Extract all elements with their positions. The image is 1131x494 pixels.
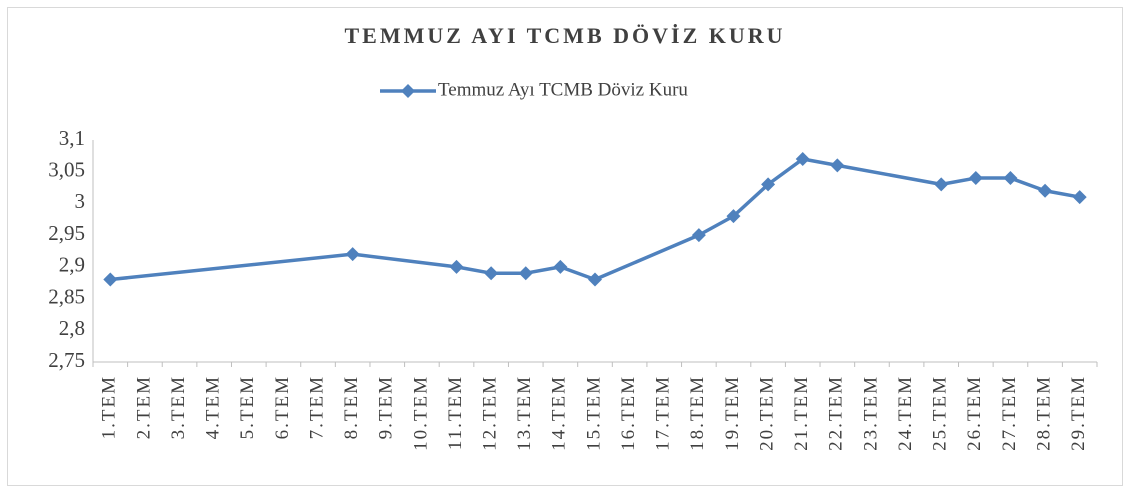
x-tick-label: 8.TEM [341, 375, 362, 439]
x-tick-label: 14.TEM [549, 375, 570, 451]
x-tick-label: 20.TEM [756, 375, 777, 451]
x-tick-label: 12.TEM [479, 375, 500, 451]
x-tick-label: 18.TEM [687, 375, 708, 451]
x-tick-label: 9.TEM [376, 375, 397, 439]
x-tick-label: 26.TEM [964, 375, 985, 451]
point-marker [345, 247, 360, 262]
y-tick-label: 3,05 [48, 158, 85, 182]
y-tick-label: 2,9 [59, 253, 85, 277]
point-marker [449, 259, 464, 274]
x-tick-label: 16.TEM [618, 375, 639, 451]
legend-marker [401, 84, 415, 98]
chart-border [7, 7, 1123, 486]
y-tick-label: 3 [75, 189, 86, 213]
point-marker [103, 272, 118, 287]
point-marker [484, 266, 499, 281]
x-tick-label: 2.TEM [133, 375, 154, 439]
point-marker [761, 177, 776, 192]
x-tick-label: 28.TEM [1033, 375, 1054, 451]
x-tick-label: 15.TEM [583, 375, 604, 451]
point-marker [968, 171, 983, 186]
y-tick-label: 3,1 [59, 126, 85, 150]
point-marker [795, 152, 810, 167]
point-marker [830, 158, 845, 173]
y-tick-label: 2,85 [48, 284, 85, 308]
x-tick-label: 19.TEM [722, 375, 743, 451]
x-tick-label: 10.TEM [410, 375, 431, 451]
x-tick-label: 29.TEM [1068, 375, 1089, 451]
x-tick-label: 24.TEM [895, 375, 916, 451]
y-tick-label: 2,8 [59, 316, 85, 340]
x-tick-label: 1.TEM [99, 375, 120, 439]
x-tick-label: 3.TEM [168, 375, 189, 439]
x-tick-label: 7.TEM [306, 375, 327, 439]
x-tick-label: 21.TEM [791, 375, 812, 451]
point-marker [553, 259, 568, 274]
x-tick-label: 27.TEM [999, 375, 1020, 451]
x-tick-label: 4.TEM [203, 375, 224, 439]
legend-label: Temmuz Ayı TCMB Döviz Kuru [438, 79, 688, 100]
x-tick-label: 23.TEM [860, 375, 881, 451]
y-tick-label: 2,75 [48, 348, 85, 372]
x-tick-label: 17.TEM [653, 375, 674, 451]
x-tick-label: 25.TEM [930, 375, 951, 451]
x-tick-label: 22.TEM [826, 375, 847, 451]
y-tick-label: 2,95 [48, 221, 85, 245]
point-marker [518, 266, 533, 281]
point-marker [934, 177, 949, 192]
chart-title: TEMMUZ AYI TCMB DÖVİZ KURU [344, 23, 785, 48]
point-marker [726, 209, 741, 224]
x-tick-label: 13.TEM [514, 375, 535, 451]
point-marker [1038, 183, 1053, 198]
point-marker [588, 272, 602, 287]
x-tick-label: 11.TEM [445, 375, 466, 450]
x-tick-label: 5.TEM [237, 375, 258, 439]
x-tick-label: 6.TEM [272, 375, 293, 439]
point-marker [1072, 190, 1087, 205]
point-marker [1003, 171, 1018, 186]
point-marker [691, 228, 706, 243]
